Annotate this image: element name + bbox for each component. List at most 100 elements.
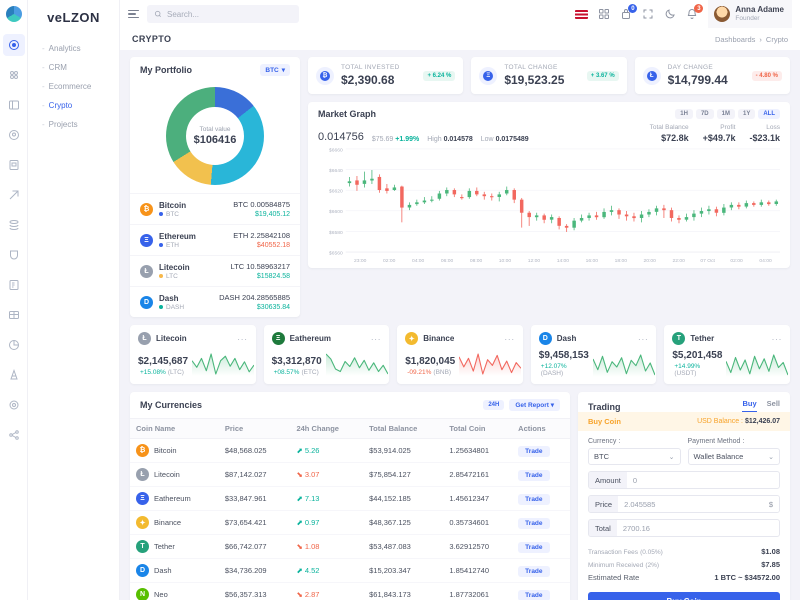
amount-input-group[interactable]: Amount 0: [588, 471, 780, 489]
currency-select[interactable]: BTC ⌄: [588, 448, 681, 465]
search-input[interactable]: Search...: [147, 5, 299, 23]
menu-toggle-icon[interactable]: [128, 9, 139, 19]
more-options-icon[interactable]: ···: [637, 333, 649, 344]
rail-item-dashboard[interactable]: [2, 34, 25, 56]
coin-symbol: BTC: [159, 211, 186, 218]
list-item[interactable]: ₿ Bitcoin BTC BTC 0.00584875 $19,405.12: [130, 193, 300, 224]
coin-name: Ethereum: [159, 231, 196, 241]
topbar: Search... 0: [120, 0, 800, 28]
dark-mode-icon[interactable]: [664, 8, 676, 20]
trade-button[interactable]: Trade: [518, 470, 550, 481]
currencies-title: My Currencies: [140, 400, 203, 410]
trade-button[interactable]: Trade: [518, 542, 550, 553]
market-high-value: 0.014578: [443, 136, 473, 143]
rail-item-icons[interactable]: [3, 364, 25, 386]
breadcrumb-parent[interactable]: Dashboards: [714, 34, 756, 44]
table-row[interactable]: Ł Litecoin $87,142.027 ⬊ 3.07 $75,854.127 2.8…: [130, 462, 570, 487]
currencies-table-body: ₿ Bitcoin $48,568.025 ⬈ 5.26 $53,914.025 1.25…: [130, 438, 570, 600]
bitcoin-icon: ₿: [320, 70, 330, 81]
rail-item-charts[interactable]: [3, 334, 25, 356]
total-input[interactable]: 2700.16: [622, 523, 650, 533]
language-flag-icon[interactable]: [575, 9, 589, 19]
table-row[interactable]: D Dash $34,736.209 ⬈ 4.52 $15,203.347 1.85412…: [130, 558, 570, 583]
range-all[interactable]: ALL: [758, 109, 780, 119]
total-input-group[interactable]: Total 2700.16: [588, 519, 780, 537]
range-1h[interactable]: 1H: [675, 109, 693, 119]
more-options-icon[interactable]: ···: [504, 333, 515, 344]
list-item[interactable]: Ξ Ethereum ETH ETH 2.25842108 $40552.18: [130, 224, 300, 255]
buy-coin-button[interactable]: Buy Coin: [588, 592, 780, 600]
user-profile-menu[interactable]: Anna Adame Founder: [708, 0, 792, 28]
range-1m[interactable]: 1M: [716, 109, 735, 119]
sidebar-item-projects[interactable]: - Projects: [28, 115, 119, 134]
chevron-down-icon: ⌄: [668, 453, 675, 461]
more-options-icon[interactable]: ···: [771, 333, 782, 344]
svg-text:16:00: 16:00: [586, 258, 599, 264]
range-1y[interactable]: 1Y: [737, 109, 756, 119]
get-report-button[interactable]: Get Report ▾: [509, 399, 560, 411]
table-row[interactable]: Ξ Eathereum $33,847.961 ⬈ 7.13 $44,152.185 1.…: [130, 486, 570, 511]
coin-name-text: Eathereum: [154, 494, 191, 503]
rail-item-tables[interactable]: [3, 304, 25, 326]
trade-button[interactable]: Trade: [518, 518, 550, 529]
total-balance-block: Total Balance $72.8k: [650, 124, 689, 143]
payment-method-select[interactable]: Wallet Balance ⌄: [687, 448, 780, 465]
price-input-group[interactable]: Price 2.045585 $: [588, 495, 780, 513]
rail-item-base-ui[interactable]: [3, 214, 25, 236]
rail-item-maps[interactable]: [3, 394, 25, 416]
min-label: Minimum Received: [588, 562, 644, 569]
rail-item-pages[interactable]: [3, 154, 25, 176]
tab-buy[interactable]: Buy: [742, 399, 757, 412]
fullscreen-icon[interactable]: [642, 8, 654, 20]
rail-item-multilevel[interactable]: [3, 424, 25, 446]
portfolio-currency-selector[interactable]: BTC ▾: [260, 64, 290, 76]
table-row[interactable]: T Tether $66,742.077 ⬊ 1.08 $53,487.083 3.629…: [130, 534, 570, 559]
sidebar-item-crypto[interactable]: - Crypto: [28, 96, 119, 115]
market-low-label: Low: [480, 136, 494, 143]
rate-label: Estimated Rate: [588, 573, 640, 582]
trade-button[interactable]: Trade: [518, 446, 550, 457]
tab-sell[interactable]: Sell: [766, 399, 780, 408]
rail-item-layouts[interactable]: [3, 94, 25, 116]
stat-label: TOTAL INVESTED: [341, 64, 400, 71]
rail-item-advance-ui[interactable]: [3, 244, 25, 266]
rail-item-landing[interactable]: [3, 184, 25, 206]
sidebar-item-analytics[interactable]: - Analytics: [28, 39, 119, 58]
list-item[interactable]: D Dash DASH DASH 204.28565885 $30635.84: [130, 286, 300, 317]
user-name: Anna Adame: [735, 4, 784, 14]
coin-name-text: Neo: [154, 590, 168, 599]
amount-input[interactable]: 0: [632, 475, 638, 485]
trade-button[interactable]: Trade: [518, 566, 550, 577]
cell-actions: Trade: [512, 534, 570, 559]
trade-button[interactable]: Trade: [518, 590, 550, 600]
sidebar-item-crm[interactable]: - CRM: [28, 58, 119, 77]
table-row[interactable]: ✦ Binance $73,654.421 ⬈ 0.97 $48,367.125 0.35…: [130, 510, 570, 535]
svg-text:22:00: 22:00: [673, 258, 686, 264]
coin-card-dash: D Dash ··· $9,458,153 +12.07%(DASH): [530, 325, 657, 384]
list-item[interactable]: Ł Litecoin LTC LTC 10.58963217 $15824.58: [130, 255, 300, 286]
stat-card-total-change: Ξ TOTAL CHANGE $19,523.25 + 3.67 %: [471, 57, 627, 94]
more-options-icon[interactable]: ···: [370, 333, 382, 344]
rail-item-forms[interactable]: [3, 274, 25, 296]
table-row[interactable]: ₿ Bitcoin $48,568.025 ⬈ 5.26 $53,914.025 1.25…: [130, 438, 570, 463]
price-input[interactable]: 2.045585: [624, 499, 656, 509]
legend-dot-icon: [159, 212, 163, 216]
cell-total-balance: $53,914.025: [363, 438, 444, 463]
svg-text:23:00: 23:00: [354, 258, 367, 264]
range-7d[interactable]: 7D: [695, 109, 714, 119]
period-24h-chip[interactable]: 24H: [483, 400, 505, 410]
rail-item-apps[interactable]: [3, 64, 25, 86]
grid-apps-icon[interactable]: [598, 8, 610, 20]
trade-button[interactable]: Trade: [518, 494, 550, 505]
trading-header: Trading Buy Sell: [578, 392, 790, 412]
sidebar-item-label: CRM: [48, 63, 67, 72]
table-row[interactable]: N Neo $56,357.313 ⬊ 2.87 $61,843.173 1.877320…: [130, 582, 570, 600]
sidebar-item-ecommerce[interactable]: - Ecommerce: [28, 77, 119, 96]
brand-logo[interactable]: veLZON: [28, 6, 119, 39]
more-options-icon[interactable]: ···: [237, 333, 248, 344]
coin-icon: N: [136, 588, 149, 600]
rail-item-authentication[interactable]: [3, 124, 25, 146]
total-label: Total: [589, 520, 617, 536]
notifications-bell-icon[interactable]: 3: [686, 4, 704, 20]
cart-icon[interactable]: 0: [620, 4, 638, 20]
